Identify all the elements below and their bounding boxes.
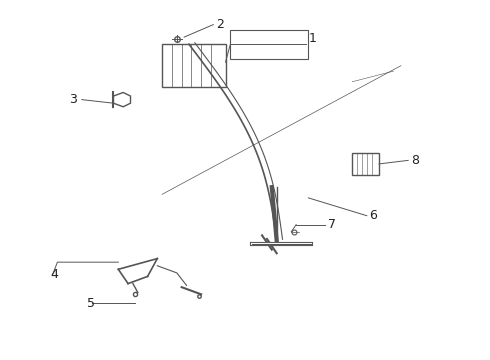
- Text: 3: 3: [69, 93, 77, 106]
- Text: 8: 8: [411, 154, 418, 167]
- Text: 5: 5: [87, 297, 95, 310]
- Text: 2: 2: [216, 18, 223, 31]
- Text: 6: 6: [369, 209, 377, 222]
- Text: 4: 4: [50, 268, 58, 281]
- Text: 1: 1: [308, 32, 316, 45]
- Text: 7: 7: [328, 218, 336, 231]
